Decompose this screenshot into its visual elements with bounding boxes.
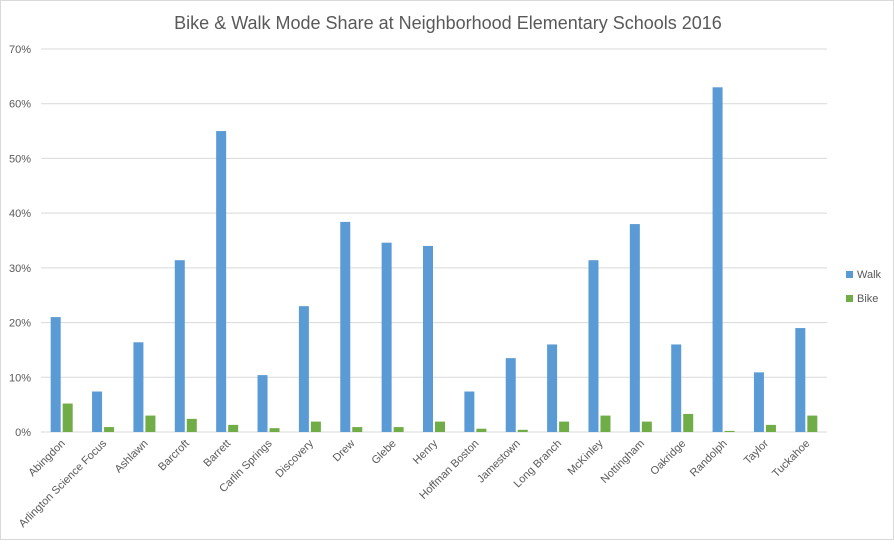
y-tick-label: 70% [9, 44, 31, 56]
x-tick-label: McKinley [566, 437, 606, 477]
bar-walk [505, 358, 516, 432]
x-tick-label: Ashlawn [113, 438, 151, 476]
y-tick-label: 40% [9, 208, 31, 220]
bar-walk [588, 260, 599, 432]
bar-bike [145, 415, 156, 432]
bar-bike [393, 427, 404, 432]
y-tick-label: 0% [15, 427, 31, 439]
bar-bike [807, 415, 818, 432]
x-tick-label: Drew [331, 438, 358, 465]
bar-bike [352, 427, 363, 432]
bar-bike [724, 430, 735, 432]
bar-bike [517, 429, 528, 432]
bar-walk [92, 391, 103, 432]
legend-label-bike: Bike [857, 293, 878, 305]
bar-bike [641, 421, 652, 432]
bar-bike [269, 428, 280, 432]
bar-walk [629, 224, 640, 432]
y-tick-label: 50% [9, 153, 31, 165]
bar-bike [228, 424, 239, 432]
chart-title: Bike & Walk Mode Share at Neighborhood E… [174, 13, 722, 33]
bar-walk [795, 328, 806, 432]
bar-bike [62, 403, 73, 432]
bar-bike [559, 421, 570, 432]
x-tick-label: Abingdon [26, 438, 67, 479]
bar-walk [712, 87, 723, 433]
legend-swatch-walk [846, 271, 853, 278]
x-tick-label: Barrett [201, 438, 233, 470]
bar-walk [423, 245, 433, 432]
bar-walk [381, 242, 392, 432]
x-tick-label: Nottingham [599, 438, 647, 486]
x-tick-label: Barcroft [156, 438, 192, 474]
bar-walk [216, 131, 227, 433]
bar-walk [464, 391, 475, 432]
x-tick-label: Discovery [273, 437, 316, 480]
bar-walk [257, 375, 268, 432]
bar-bike [476, 428, 487, 432]
bar-bike [765, 424, 776, 432]
bar-walk [133, 342, 144, 432]
bar-bike [104, 427, 115, 432]
x-tick-label: Randolph [688, 438, 730, 480]
bar-bike [683, 413, 694, 432]
bar-walk [671, 344, 682, 432]
bar-bike [435, 421, 445, 432]
bar-walk [298, 306, 309, 432]
x-tick-label: Arlington Science Focus [17, 437, 110, 530]
bar-walk [174, 260, 185, 432]
y-tick-label: 60% [9, 99, 31, 111]
x-tick-label: Tuckahoe [770, 438, 812, 480]
x-tick-label: Henry [411, 437, 441, 467]
legend-swatch-bike [846, 295, 853, 302]
y-tick-label: 20% [9, 318, 31, 330]
bar-walk [50, 317, 61, 432]
legend-label-walk: Walk [857, 269, 882, 281]
y-tick-label: 10% [9, 372, 31, 384]
bar-walk [547, 344, 558, 432]
bar-bike [186, 418, 197, 432]
bar-bike [310, 421, 321, 432]
y-tick-label: 30% [9, 263, 31, 275]
x-tick-label: Taylor [742, 437, 771, 466]
bar-bike [600, 415, 611, 432]
bar-walk [340, 221, 351, 432]
x-tick-label: Glebe [370, 438, 399, 467]
x-tick-label: Oakridge [648, 438, 688, 478]
bar-walk [753, 372, 764, 432]
